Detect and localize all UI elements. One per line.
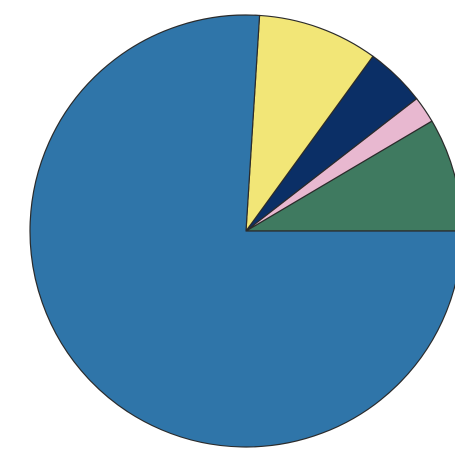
pie-slice-0 (245, 120, 455, 232)
pie-slice-3 (245, 14, 374, 232)
pie-slice-4 (29, 14, 455, 448)
